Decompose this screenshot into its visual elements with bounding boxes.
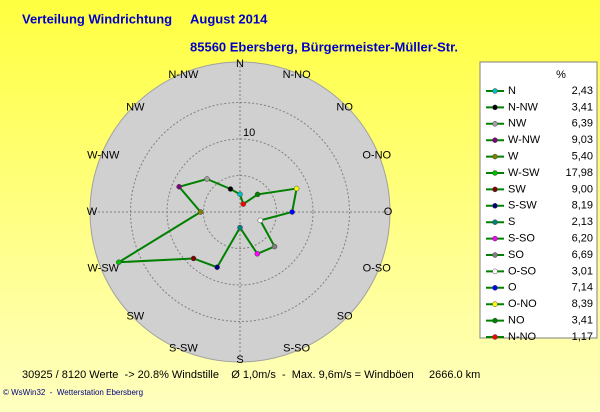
- legend-value: 17,98: [565, 167, 593, 179]
- legend-unit: %: [556, 69, 566, 81]
- legend-value: 3,41: [572, 101, 593, 113]
- direction-label: S-SW: [169, 343, 198, 355]
- marker: [227, 186, 234, 192]
- legend-value: 8,39: [572, 298, 593, 310]
- marker: [254, 191, 261, 198]
- r-tick-label: 10: [243, 127, 255, 139]
- marker: [254, 251, 261, 257]
- legend-label: NW: [508, 118, 527, 130]
- legend-value: 9,00: [572, 183, 593, 195]
- legend-marker: [492, 219, 498, 225]
- period: August 2014: [190, 11, 268, 26]
- marker: [293, 185, 300, 192]
- direction-label: W-SW: [87, 263, 119, 275]
- grid-ring: [203, 175, 277, 249]
- legend-label: W-NW: [508, 134, 541, 146]
- legend-label: S: [508, 216, 515, 228]
- legend-label: O-SO: [508, 265, 537, 277]
- marker: [176, 184, 182, 190]
- legend-marker: [492, 88, 498, 94]
- legend-value: 1,17: [572, 331, 593, 343]
- marker: [257, 217, 264, 224]
- legend-label: S-SW: [508, 200, 537, 212]
- legend-marker: [492, 203, 498, 209]
- legend-label: O: [508, 282, 517, 294]
- legend-marker: [492, 235, 498, 242]
- legend-value: 2,13: [572, 216, 593, 228]
- direction-label: NO: [336, 101, 353, 113]
- legend-marker: [492, 301, 498, 307]
- legend-marker: [492, 186, 498, 193]
- direction-label: O-SO: [363, 263, 392, 275]
- marker: [240, 201, 247, 207]
- legend-label: O-NO: [508, 298, 537, 310]
- direction-label: S: [236, 354, 243, 366]
- legend-marker: [492, 317, 498, 324]
- legend-marker: [492, 334, 498, 340]
- legend-marker: [492, 252, 498, 258]
- legend-label: N: [508, 85, 516, 97]
- marker: [237, 191, 243, 198]
- legend-label: SW: [508, 183, 526, 195]
- direction-label: O: [384, 206, 393, 218]
- legend-marker: [492, 104, 498, 111]
- legend-value: 8,19: [572, 200, 593, 212]
- subtitle: 85560 Ebersberg, Bürgermeister-Müller-St…: [190, 39, 458, 54]
- legend-value: 7,14: [572, 282, 593, 294]
- legend-label: W-SW: [508, 167, 540, 179]
- legend-value: 6,20: [572, 233, 593, 245]
- legend-label: SO: [508, 249, 524, 261]
- legend-label: N-NO: [508, 331, 537, 343]
- legend-marker: [492, 121, 498, 127]
- marker: [197, 209, 204, 215]
- legend-value: 2,43: [572, 85, 593, 97]
- legend-marker: [492, 137, 498, 143]
- direction-label: S-SO: [283, 343, 310, 355]
- legend-marker: [492, 170, 498, 176]
- direction-label: W: [87, 206, 98, 218]
- legend-marker: [492, 153, 498, 160]
- legend-value: 3,41: [572, 315, 593, 327]
- marker: [115, 259, 122, 265]
- footer: 30925 / 8120 Werte -> 20.8% Windstille Ø…: [22, 369, 480, 381]
- legend-label: W: [508, 151, 519, 163]
- direction-label: O-NO: [362, 149, 391, 161]
- credit: © WsWin32 - Wetterstation Ebersberg: [3, 388, 143, 397]
- legend-label: N-NW: [508, 101, 539, 113]
- marker: [289, 209, 295, 215]
- chart-title: Verteilung Windrichtung: [22, 11, 172, 26]
- marker: [190, 255, 197, 262]
- marker: [237, 224, 243, 231]
- legend-marker: [492, 285, 498, 291]
- legend-value: 6,69: [572, 249, 593, 261]
- legend-label: S-SO: [508, 233, 535, 245]
- direction-label: N-NW: [168, 69, 199, 81]
- legend-value: 9,03: [572, 134, 593, 146]
- direction-label: N-NO: [283, 69, 312, 81]
- marker: [214, 264, 220, 270]
- legend-marker: [492, 268, 498, 275]
- marker: [204, 176, 210, 182]
- legend-value: 6,39: [572, 118, 593, 130]
- legend-value: 5,40: [572, 151, 593, 163]
- legend-label: NO: [508, 315, 525, 327]
- direction-label: N: [236, 58, 244, 70]
- direction-label: SO: [337, 311, 353, 323]
- direction-label: SW: [126, 311, 144, 323]
- grid-ring: [166, 138, 314, 286]
- direction-label: W-NW: [87, 149, 120, 161]
- marker: [271, 243, 278, 250]
- legend-value: 3,01: [572, 265, 593, 277]
- grid-ring: [130, 102, 350, 322]
- direction-label: NW: [126, 101, 145, 113]
